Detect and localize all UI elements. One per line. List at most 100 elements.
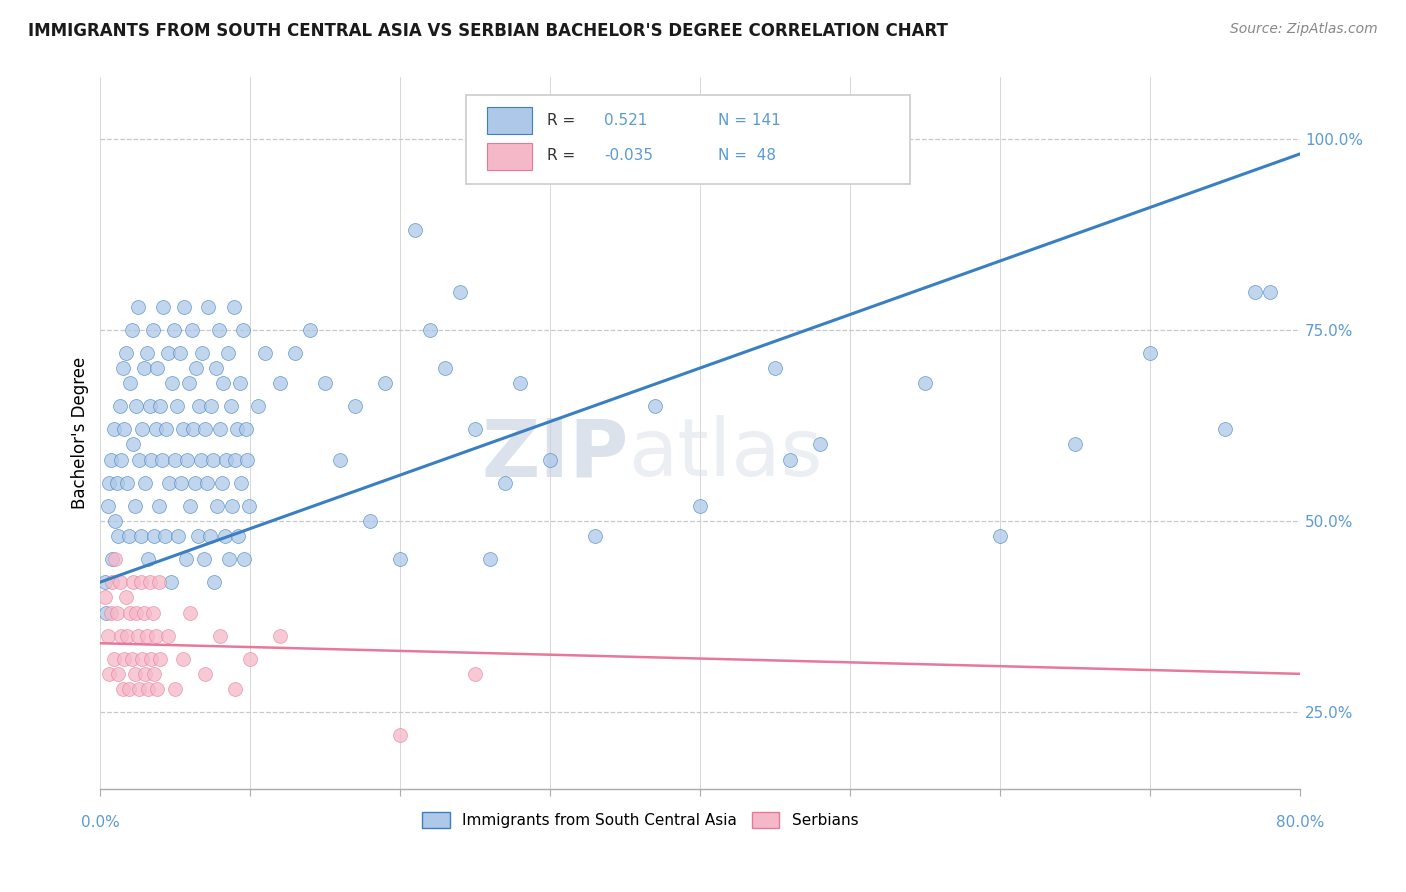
Bar: [486, 143, 533, 169]
Point: [127, 300, 149, 314]
Point: [103, 422, 125, 436]
Point: [138, 682, 160, 697]
Point: [170, 475, 193, 490]
Point: [98, 666, 121, 681]
Point: [209, 422, 232, 436]
Point: [464, 422, 486, 436]
Point: [183, 422, 205, 436]
Point: [359, 514, 381, 528]
Point: [165, 682, 187, 697]
Legend: Immigrants from South Central Asia, Serbians: Immigrants from South Central Asia, Serb…: [416, 806, 865, 834]
Point: [108, 575, 131, 590]
Point: [111, 682, 134, 697]
Point: [299, 323, 322, 337]
Point: [150, 452, 173, 467]
Point: [145, 629, 167, 643]
Point: [179, 606, 201, 620]
Point: [120, 376, 142, 391]
Point: [254, 345, 277, 359]
Point: [156, 345, 179, 359]
Point: [117, 475, 139, 490]
Point: [187, 529, 209, 543]
Point: [314, 376, 336, 391]
Point: [404, 223, 426, 237]
Point: [100, 606, 122, 620]
Point: [179, 499, 201, 513]
Point: [1064, 437, 1087, 451]
Point: [202, 575, 225, 590]
Point: [219, 399, 242, 413]
Point: [142, 323, 165, 337]
Point: [209, 629, 232, 643]
Point: [132, 361, 155, 376]
Point: [157, 475, 180, 490]
Point: [193, 552, 215, 566]
Point: [105, 606, 128, 620]
Point: [779, 452, 801, 467]
Point: [165, 452, 187, 467]
Point: [1139, 345, 1161, 359]
Point: [97, 629, 120, 643]
Point: [235, 422, 257, 436]
Point: [194, 666, 217, 681]
Point: [197, 300, 219, 314]
Point: [122, 575, 145, 590]
Point: [118, 682, 141, 697]
Point: [107, 666, 129, 681]
Point: [211, 475, 233, 490]
Point: [174, 552, 197, 566]
Point: [111, 361, 134, 376]
Text: N = 141: N = 141: [718, 112, 780, 128]
Point: [236, 452, 259, 467]
Point: [212, 376, 235, 391]
Point: [188, 399, 211, 413]
Point: [190, 452, 212, 467]
Point: [344, 399, 367, 413]
Point: [143, 529, 166, 543]
Point: [231, 475, 253, 490]
Point: [538, 452, 561, 467]
Point: [98, 475, 121, 490]
Point: [172, 651, 194, 665]
Text: R =: R =: [547, 112, 579, 128]
Point: [184, 475, 207, 490]
Point: [135, 345, 157, 359]
Point: [177, 376, 200, 391]
Point: [152, 300, 174, 314]
Point: [614, 805, 637, 819]
Point: [148, 499, 170, 513]
Point: [142, 606, 165, 620]
Point: [169, 345, 191, 359]
Point: [763, 361, 786, 376]
Point: [155, 422, 177, 436]
Point: [246, 399, 269, 413]
Point: [583, 529, 606, 543]
Point: [108, 399, 131, 413]
Point: [127, 629, 149, 643]
Point: [104, 514, 127, 528]
Point: [104, 552, 127, 566]
Point: [389, 728, 412, 742]
Point: [225, 422, 247, 436]
Point: [464, 666, 486, 681]
Point: [232, 323, 254, 337]
Point: [186, 361, 208, 376]
Point: [146, 682, 169, 697]
Point: [449, 285, 471, 299]
Text: 0.0%: 0.0%: [82, 815, 120, 830]
Point: [131, 651, 153, 665]
Point: [94, 575, 117, 590]
Point: [1258, 285, 1281, 299]
Point: [176, 452, 198, 467]
Point: [118, 529, 141, 543]
Point: [97, 499, 120, 513]
Point: [148, 575, 170, 590]
Point: [222, 300, 245, 314]
Point: [914, 376, 936, 391]
Point: [132, 606, 155, 620]
Point: [163, 323, 186, 337]
Point: [509, 376, 531, 391]
Point: [198, 529, 221, 543]
Point: [191, 345, 214, 359]
Point: [224, 682, 246, 697]
